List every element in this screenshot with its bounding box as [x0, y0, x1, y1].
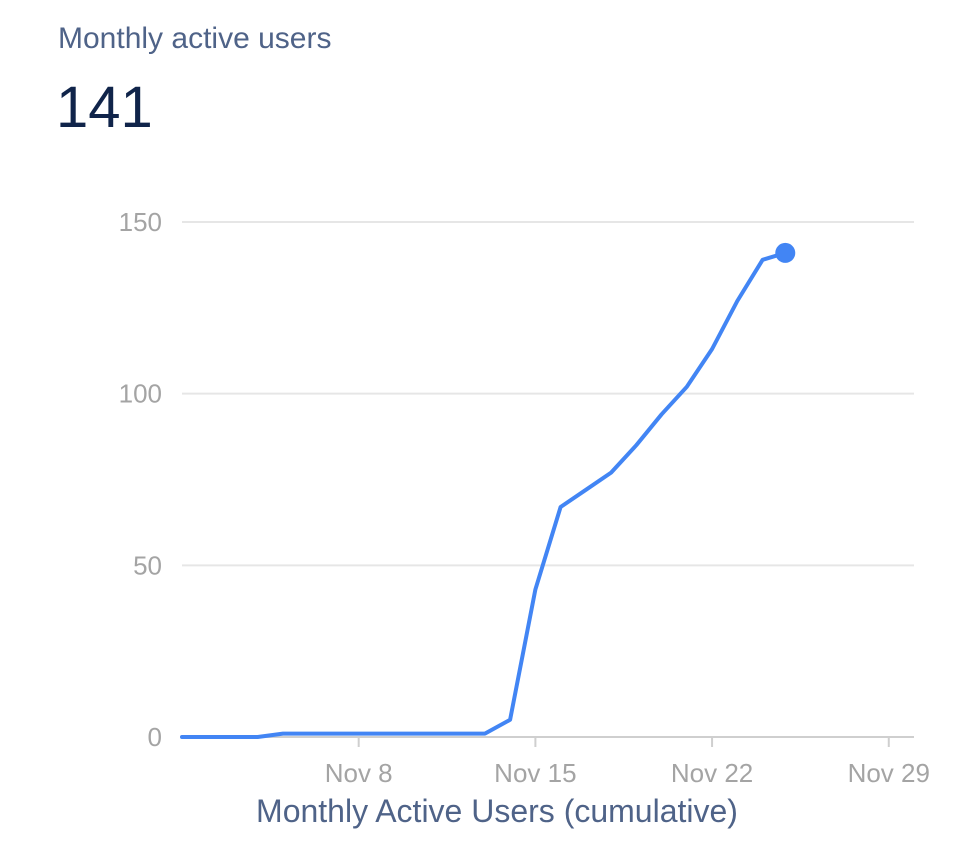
- x-tick-label: Nov 15: [494, 758, 576, 788]
- y-tick-label: 150: [119, 207, 162, 237]
- y-tick-label: 50: [133, 550, 162, 580]
- card-title: Monthly active users: [58, 22, 332, 55]
- x-axis-label: Monthly Active Users (cumulative): [256, 793, 738, 829]
- y-tick-label: 0: [148, 722, 162, 752]
- y-tick-label: 100: [119, 379, 162, 409]
- x-tick-label: Nov 8: [325, 758, 393, 788]
- latest-point-marker[interactable]: [775, 242, 796, 263]
- card-value: 141: [56, 75, 153, 140]
- x-tick-label: Nov 29: [848, 758, 930, 788]
- series-line: [180, 250, 788, 739]
- x-tick-label: Nov 22: [671, 758, 753, 788]
